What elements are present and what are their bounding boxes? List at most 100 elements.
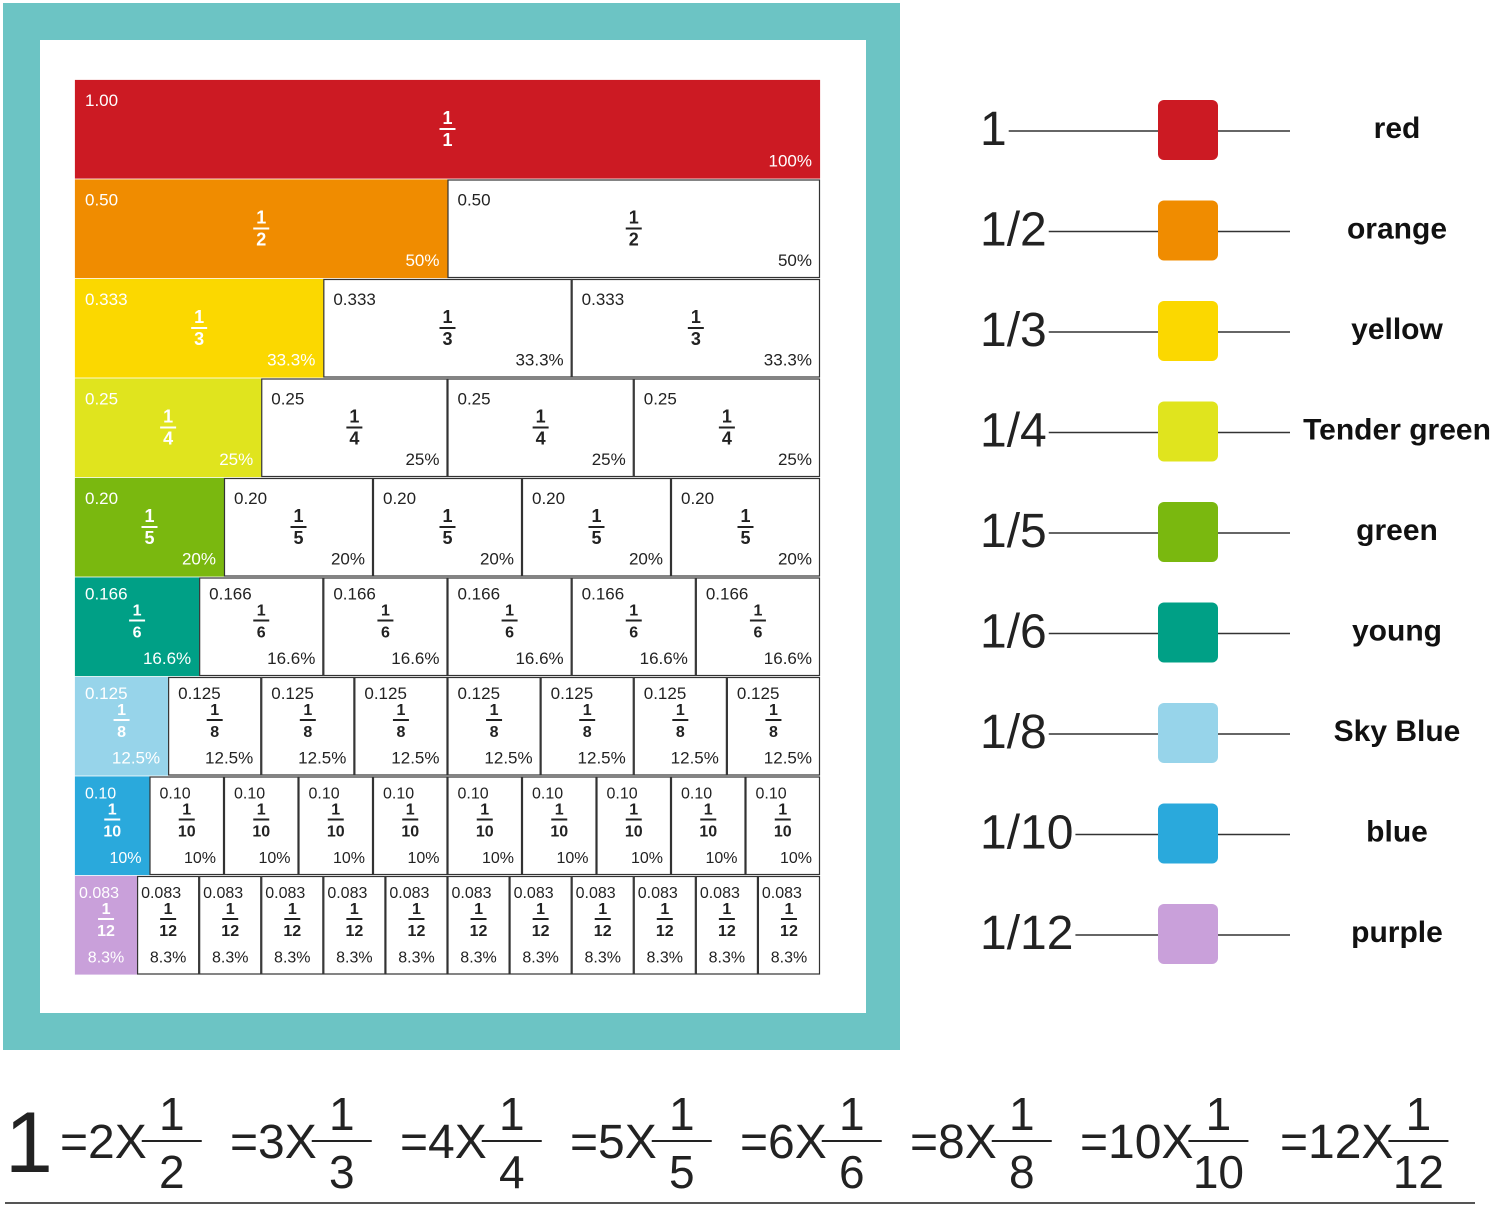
tile-numerator: 1: [257, 603, 266, 620]
legend-name: orange: [1347, 213, 1447, 246]
tile-percent: 8.3%: [460, 950, 496, 967]
tile-numerator: 1: [226, 901, 235, 918]
legend-label: 1/2: [980, 204, 1047, 257]
tile: [540, 676, 634, 776]
tile-percent: 10%: [109, 850, 141, 867]
tile-denominator: 2: [629, 230, 639, 250]
tile-denominator: 4: [163, 429, 173, 449]
tile-denominator: 8: [117, 724, 126, 741]
tile-numerator: 1: [412, 901, 421, 918]
tile-numerator: 1: [778, 802, 787, 819]
tile-denominator: 8: [490, 724, 499, 741]
tile-percent: 8.3%: [522, 950, 558, 967]
tile-decimal: 0.083: [327, 885, 367, 902]
tile-percent: 8.3%: [336, 950, 372, 967]
equation-prefix: =8X: [910, 1116, 997, 1169]
tile-decimal: 0.083: [576, 885, 616, 902]
tile-numerator: 1: [163, 407, 173, 427]
tile-denominator: 6: [381, 625, 390, 642]
equation-prefix: =4X: [400, 1116, 487, 1169]
tile-denominator: 10: [774, 824, 792, 841]
equation-denominator: 6: [839, 1146, 865, 1198]
equation-numerator: 1: [1009, 1088, 1035, 1140]
tile-numerator: 1: [303, 702, 312, 719]
tile-denominator: 12: [408, 923, 426, 940]
tile-decimal: 0.20: [85, 489, 118, 508]
tile-denominator: 12: [656, 923, 674, 940]
tile-denominator: 12: [470, 923, 488, 940]
equation-denominator: 2: [159, 1146, 185, 1198]
tile-decimal: 0.083: [762, 885, 802, 902]
tile-numerator: 1: [350, 901, 359, 918]
tile: [385, 875, 448, 975]
tile-numerator: 1: [102, 901, 111, 918]
tile-numerator: 1: [769, 702, 778, 719]
tile-denominator: 12: [221, 923, 239, 940]
tile-decimal: 0.10: [458, 786, 489, 803]
tile-denominator: 1: [442, 130, 452, 150]
equation-prefix: =12X: [1280, 1116, 1393, 1169]
tile-decimal: 0.10: [532, 786, 563, 803]
legend-name: red: [1374, 112, 1421, 145]
tile-numerator: 1: [164, 901, 173, 918]
tile-percent: 12.5%: [484, 749, 532, 768]
equation-denominator: 12: [1393, 1146, 1444, 1198]
tile-numerator: 1: [331, 802, 340, 819]
tile-decimal: 0.10: [160, 786, 191, 803]
tile-decimal: 0.166: [209, 585, 252, 604]
tile-denominator: 6: [133, 625, 142, 642]
tile-denominator: 8: [210, 724, 219, 741]
equation-numerator: 1: [159, 1088, 185, 1140]
equation-numerator: 1: [499, 1088, 525, 1140]
tile-denominator: 12: [532, 923, 550, 940]
legend-label: 1/4: [980, 405, 1047, 458]
tile: [670, 776, 746, 876]
tile-percent: 20%: [331, 550, 365, 569]
legend-swatch: [1158, 401, 1218, 462]
legend-label: 1/3: [980, 304, 1047, 357]
equation-prefix: =3X: [230, 1116, 317, 1169]
tile-percent: 8.3%: [212, 950, 248, 967]
tile-percent: 12.5%: [298, 749, 346, 768]
tile: [633, 676, 727, 776]
tile-percent: 25%: [778, 450, 812, 469]
tile-numerator: 1: [505, 603, 514, 620]
tile-decimal: 0.083: [700, 885, 740, 902]
legend-label: 1/6: [980, 606, 1047, 659]
legend-swatch: [1158, 803, 1218, 864]
tile-decimal: 0.166: [333, 585, 376, 604]
legend-swatch: [1158, 904, 1218, 964]
legend-label: 1/10: [980, 807, 1073, 860]
tile-decimal: 0.25: [85, 390, 118, 409]
tile-denominator: 5: [591, 528, 601, 548]
tile-numerator: 1: [629, 208, 639, 228]
tile-denominator: 5: [442, 528, 452, 548]
tile-percent: 50%: [778, 251, 812, 270]
tile-decimal: 0.125: [85, 684, 128, 703]
tile: [74, 676, 169, 776]
tile-decimal: 0.20: [234, 489, 267, 508]
tile-decimal: 0.10: [85, 786, 116, 803]
tile-denominator: 10: [625, 824, 643, 841]
tile: [298, 776, 374, 876]
tile-numerator: 1: [490, 702, 499, 719]
tile-denominator: 8: [676, 724, 685, 741]
tile-decimal: 0.125: [458, 684, 501, 703]
tile-numerator: 1: [256, 208, 266, 228]
tile-numerator: 1: [753, 603, 762, 620]
legend-name: young: [1352, 615, 1442, 648]
tile-denominator: 10: [252, 824, 270, 841]
tile-decimal: 0.166: [85, 585, 128, 604]
tile-decimal: 0.20: [532, 489, 565, 508]
tile-numerator: 1: [406, 802, 415, 819]
tile-decimal: 0.50: [458, 191, 491, 210]
tile-percent: 12.5%: [205, 749, 253, 768]
tile-denominator: 10: [327, 824, 345, 841]
tile-percent: 10%: [631, 850, 663, 867]
equation-denominator: 3: [329, 1146, 355, 1198]
tile-numerator: 1: [629, 603, 638, 620]
tile-numerator: 1: [133, 603, 142, 620]
tile-percent: 10%: [780, 850, 812, 867]
equation-whole: 1: [5, 1095, 53, 1191]
tile-denominator: 6: [753, 625, 762, 642]
